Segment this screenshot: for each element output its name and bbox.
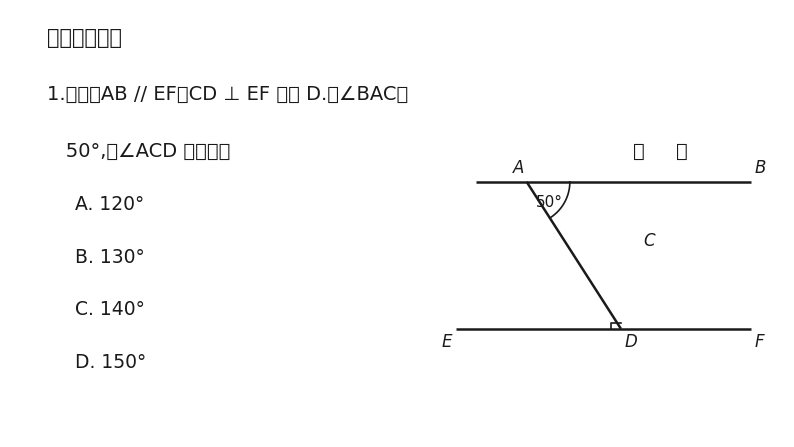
Text: D. 150°: D. 150° xyxy=(75,353,146,372)
Text: C. 140°: C. 140° xyxy=(75,300,145,319)
Text: C: C xyxy=(643,232,654,250)
Text: 50°: 50° xyxy=(536,195,563,210)
Text: A: A xyxy=(513,160,525,177)
Text: E: E xyxy=(441,333,452,351)
Text: 【针对训练】: 【针对训练】 xyxy=(48,28,122,48)
Text: （     ）: （ ） xyxy=(633,142,688,161)
Text: A. 120°: A. 120° xyxy=(75,195,145,214)
Text: 1.如图，AB // EF，CD ⊥ EF 于点 D.若∠BAC＝: 1.如图，AB // EF，CD ⊥ EF 于点 D.若∠BAC＝ xyxy=(48,85,409,104)
Text: F: F xyxy=(754,333,764,351)
Text: D: D xyxy=(625,333,638,351)
Text: B. 130°: B. 130° xyxy=(75,248,145,266)
Text: 50°,则∠ACD 的度数为: 50°,则∠ACD 的度数为 xyxy=(48,142,231,161)
Text: B: B xyxy=(754,160,766,177)
